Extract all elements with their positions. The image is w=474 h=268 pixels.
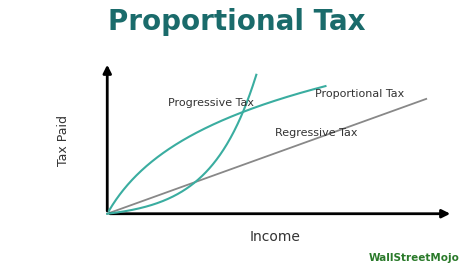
Text: Income: Income (250, 230, 301, 244)
Text: Proportional Tax: Proportional Tax (315, 89, 405, 99)
Text: Tax Paid: Tax Paid (57, 114, 70, 166)
Text: Progressive Tax: Progressive Tax (168, 98, 254, 107)
Text: Proportional Tax: Proportional Tax (108, 8, 366, 36)
Text: Regressive Tax: Regressive Tax (275, 128, 357, 138)
Text: WallStreetMojo: WallStreetMojo (369, 253, 460, 263)
